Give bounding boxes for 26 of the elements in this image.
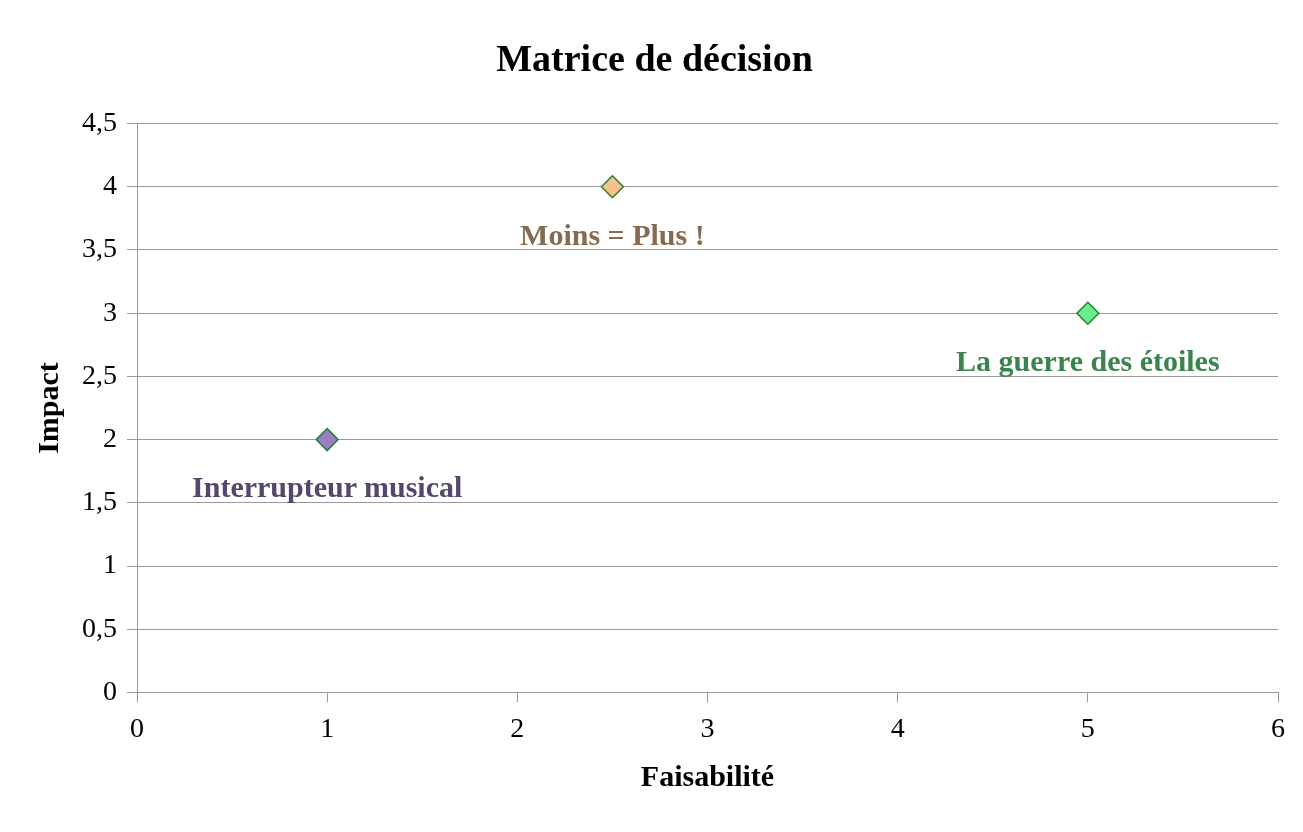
x-axis-title: Faisabilité <box>640 758 775 792</box>
y-tick-label: 0,5 <box>82 611 117 643</box>
y-tick-label: 2 <box>103 421 117 453</box>
y-tick-label: 4,5 <box>82 105 117 137</box>
y-axis-title: Impact <box>30 362 64 454</box>
y-tick-label: 3,5 <box>82 232 117 264</box>
y-tick-label: 4 <box>103 169 117 201</box>
y-tick-label: 1,5 <box>82 485 117 517</box>
y-tick-label: 0 <box>103 674 117 706</box>
series-label: Moins = Plus ! <box>520 217 705 251</box>
series-label: La guerre des étoiles <box>956 343 1220 377</box>
series-label: Interrupteur musical <box>192 470 463 504</box>
x-tick-label: 6 <box>1271 711 1285 743</box>
x-tick-label: 1 <box>320 711 335 743</box>
y-tick-label: 1 <box>103 548 117 580</box>
x-tick-label: 2 <box>510 711 525 743</box>
chart-title: Matrice de décision <box>496 36 813 79</box>
x-tick-label: 5 <box>1080 711 1095 743</box>
x-tick-label: 3 <box>700 711 715 743</box>
y-tick-label: 3 <box>103 295 117 327</box>
point <box>315 427 339 452</box>
point <box>1076 301 1100 325</box>
x-tick-label: 4 <box>890 711 905 743</box>
x-tick-label: 0 <box>130 711 144 743</box>
y-tick-label: 2,5 <box>82 358 117 390</box>
point <box>600 175 625 199</box>
